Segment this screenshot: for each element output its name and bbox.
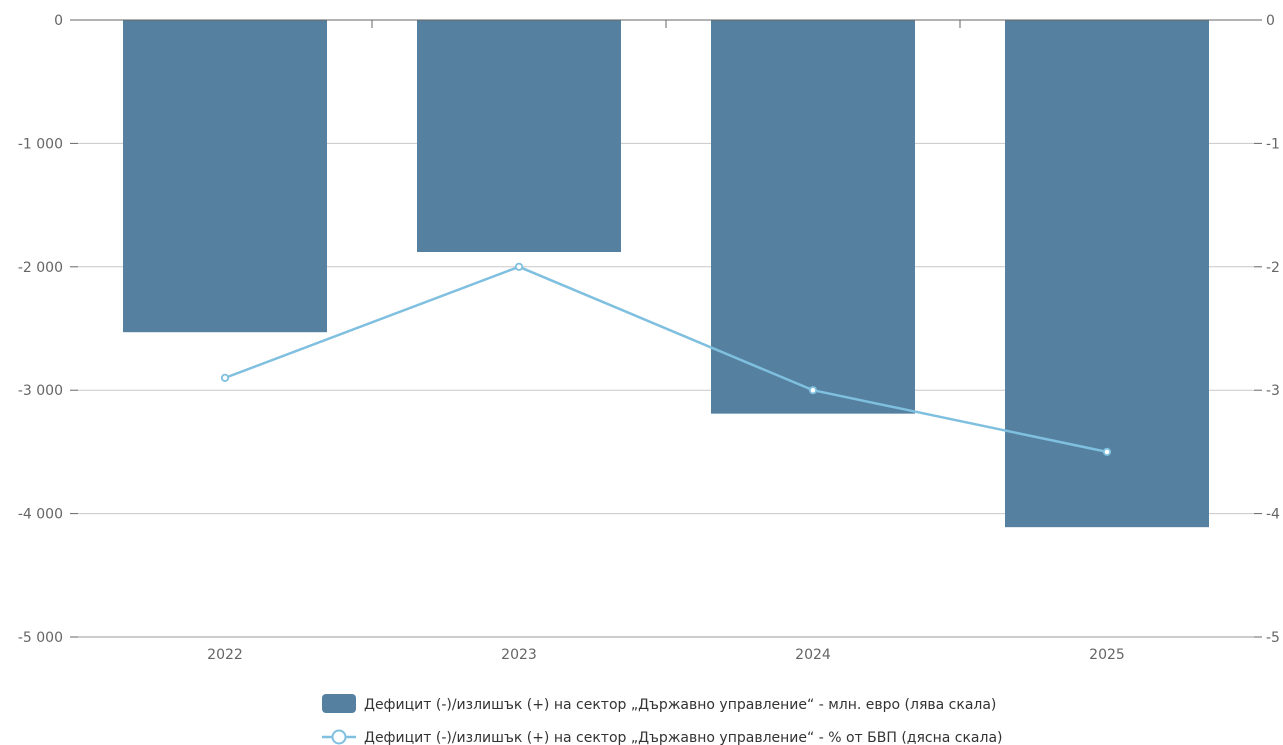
line-series [220,262,1112,456]
x-axis-label-2023: 2023 [501,647,537,663]
bar-2022[interactable] [123,20,327,333]
legend-item-line[interactable]: Дефицит (-)/излишък (+) на сектор „Държа… [322,729,1003,745]
bars [123,20,1209,528]
axes: 0 -1 000 -2 000 -3 000 -4 000 -5 000 0 -1 -2 -3 -4… [18,13,1280,663]
x-axis-label-2024: 2024 [795,647,831,663]
legend-item-bar[interactable]: Дефицит (-)/излишък (+) на сектор „Държа… [322,694,996,713]
left-axis-tick-label: -5 000 [18,630,63,646]
legend-label-line: Дефицит (-)/излишък (+) на сектор „Държа… [364,730,1003,745]
line-point-2022[interactable] [220,373,230,382]
line-point-2024[interactable] [808,386,818,395]
right-axis-tick-label: 0 [1266,13,1275,29]
x-axis-label-2022: 2022 [207,647,243,663]
right-axis-tick-label: -3 [1266,383,1280,399]
x-axis-label-2025: 2025 [1089,647,1125,663]
bar-2023[interactable] [417,20,621,252]
legend-swatch-bar [322,694,356,713]
left-axis-tick-label: 0 [54,13,63,29]
bar-2025[interactable] [1005,20,1209,528]
left-axis-tick-label: -2 000 [18,260,63,276]
left-axis-tick-label: -4 000 [18,507,63,523]
legend: Дефицит (-)/излишък (+) на сектор „Държа… [322,694,1003,745]
legend-label-bar: Дефицит (-)/излишък (+) на сектор „Държа… [364,697,996,713]
line-point-2025[interactable] [1102,447,1112,456]
line-point-2023[interactable] [514,262,524,271]
bar-2024[interactable] [711,20,915,414]
right-axis-tick-label: -1 [1266,136,1280,152]
right-axis-tick-label: -4 [1266,507,1280,523]
right-axis-tick-label: -2 [1266,260,1280,276]
right-axis-tick-label: -5 [1266,630,1280,646]
left-axis-tick-label: -1 000 [18,136,63,152]
legend-marker-line [331,729,347,745]
left-axis-tick-label: -3 000 [18,383,63,399]
gdp-percent-line [224,265,1108,454]
